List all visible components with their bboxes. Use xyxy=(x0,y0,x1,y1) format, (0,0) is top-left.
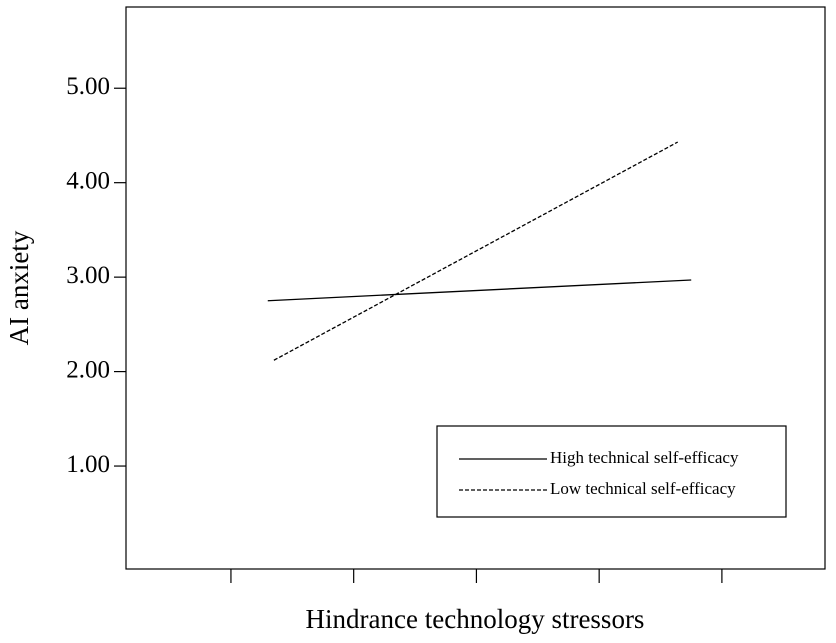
series-line xyxy=(267,279,692,302)
series-line xyxy=(273,141,679,361)
plot-frame xyxy=(125,6,826,570)
y-tick-label: 3.00 xyxy=(66,262,110,289)
legend-box xyxy=(436,425,787,518)
y-axis-label: AI anxiety xyxy=(4,230,34,345)
legend-label: High technical self-efficacy xyxy=(550,448,739,467)
legend-label: Low technical self-efficacy xyxy=(550,479,736,498)
y-tick-label: 4.00 xyxy=(66,167,110,194)
y-tick-label: 5.00 xyxy=(66,73,110,100)
y-tick-label: 2.00 xyxy=(66,356,110,383)
x-axis-label: Hindrance technology stressors xyxy=(306,604,645,634)
y-tick-label: 1.00 xyxy=(66,451,110,478)
